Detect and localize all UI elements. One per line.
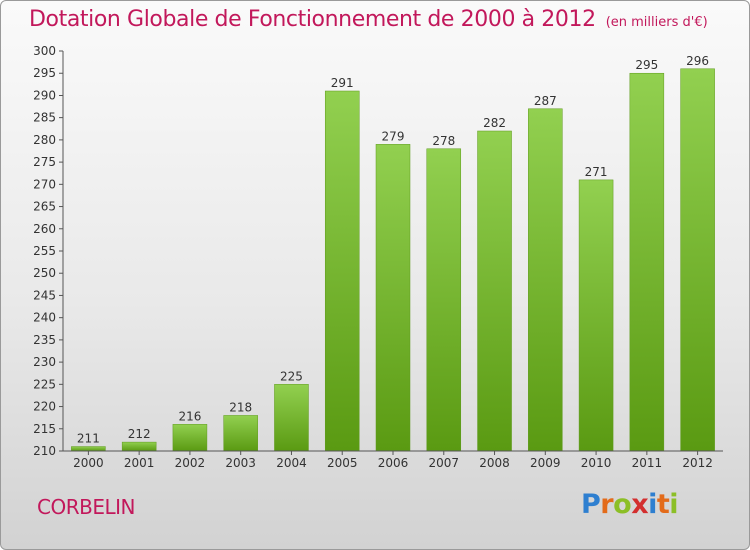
bar xyxy=(324,90,360,452)
x-tick-label: 2011 xyxy=(632,456,663,470)
bar-value-label: 225 xyxy=(280,369,303,383)
x-tick-label: 2009 xyxy=(530,456,561,470)
x-tick-label: 2004 xyxy=(276,456,307,470)
y-tick-label: 300 xyxy=(33,44,56,58)
bar xyxy=(578,179,614,452)
y-tick-label: 275 xyxy=(33,155,56,169)
chart-subtitle: (en milliers d'€) xyxy=(605,15,708,30)
x-tick-label: 2002 xyxy=(175,456,206,470)
bar-value-label: 212 xyxy=(128,427,151,441)
chart-title-text: Dotation Globale de Fonctionnement de 20… xyxy=(29,7,596,32)
y-tick-label: 255 xyxy=(33,244,56,258)
bar-value-label: 216 xyxy=(178,409,201,423)
x-axis: 2000 2001 2002 2003 2004 2005 2006 2007 2008 2009… xyxy=(63,450,723,470)
y-tick-label: 210 xyxy=(33,444,56,458)
y-axis: 210 215 220 225 230 235 240 245 250 255 260 265 270 2… xyxy=(33,44,64,458)
bars: 211 212 216 218 225 291 279 278 282 287 271 295 296 xyxy=(71,54,715,452)
y-tick-label: 290 xyxy=(33,88,56,102)
y-tick-label: 285 xyxy=(33,111,56,125)
x-tick-label: 2003 xyxy=(225,456,256,470)
bar xyxy=(680,68,715,452)
y-tick-label: 250 xyxy=(33,266,56,280)
x-tick-label: 2008 xyxy=(479,456,510,470)
x-tick-label: 2000 xyxy=(73,456,104,470)
bar-value-label: 296 xyxy=(686,54,709,68)
y-tick-label: 235 xyxy=(33,333,56,347)
chart-title: Dotation Globale de Fonctionnement de 20… xyxy=(29,7,708,32)
x-tick-label: 2001 xyxy=(124,456,155,470)
logo-letter: i xyxy=(669,489,679,520)
logo-letter: t xyxy=(656,489,670,520)
bar-value-label: 271 xyxy=(585,165,608,179)
commune-name: CORBELIN xyxy=(37,495,135,519)
y-tick-label: 225 xyxy=(33,377,56,391)
y-tick-label: 270 xyxy=(33,177,56,191)
bar-value-label: 279 xyxy=(382,129,405,143)
bar xyxy=(172,424,208,452)
y-tick-label: 260 xyxy=(33,222,56,236)
x-tick-label: 2005 xyxy=(327,456,358,470)
y-tick-label: 230 xyxy=(33,355,56,369)
y-tick-label: 295 xyxy=(33,66,56,80)
x-tick-label: 2007 xyxy=(428,456,459,470)
bar-value-label: 291 xyxy=(331,76,354,90)
logo-letter: P xyxy=(581,489,601,520)
bar xyxy=(223,415,258,452)
bar-value-label: 287 xyxy=(534,94,557,108)
bar xyxy=(121,441,157,452)
bar-value-label: 218 xyxy=(229,400,252,414)
x-tick-label: 2010 xyxy=(581,456,612,470)
x-tick-label: 2012 xyxy=(682,456,713,470)
y-tick-label: 245 xyxy=(33,288,56,302)
proxiti-logo[interactable]: Proxiti xyxy=(581,489,679,520)
x-tick-label: 2006 xyxy=(378,456,409,470)
bar xyxy=(477,130,512,452)
y-tick-label: 280 xyxy=(33,133,56,147)
y-tick-label: 265 xyxy=(33,200,56,214)
bar-value-label: 295 xyxy=(635,58,658,72)
bar xyxy=(528,108,563,452)
bar-value-label: 211 xyxy=(77,432,100,446)
y-tick-label: 215 xyxy=(33,422,56,436)
bar-value-label: 282 xyxy=(483,116,506,130)
logo-letter: i xyxy=(648,489,657,520)
bar xyxy=(71,446,106,452)
y-tick-label: 220 xyxy=(33,400,56,414)
y-tick-label: 240 xyxy=(33,311,56,325)
bar xyxy=(629,72,665,452)
bar xyxy=(375,144,411,452)
bar xyxy=(274,384,309,452)
bar-value-label: 278 xyxy=(432,134,455,148)
logo-letter: r xyxy=(600,489,614,520)
bar xyxy=(426,148,462,452)
logo-letter: o xyxy=(613,489,632,520)
logo-letter: x xyxy=(631,489,649,520)
